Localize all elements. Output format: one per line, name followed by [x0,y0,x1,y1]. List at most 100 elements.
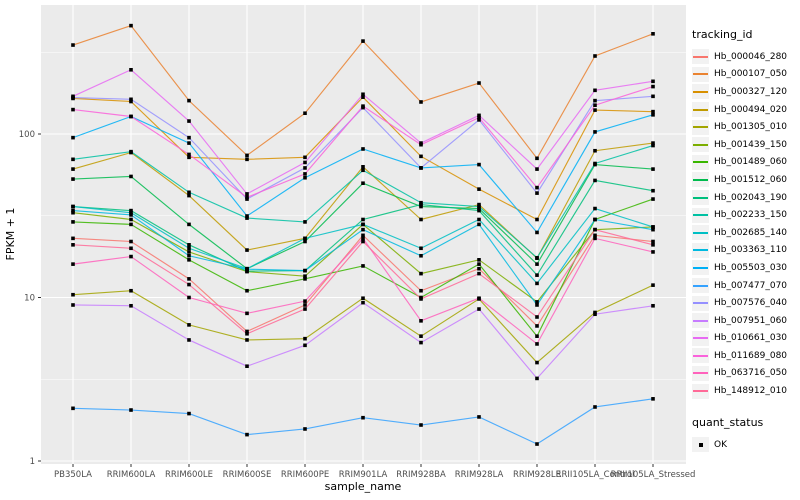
legend-item: Hb_000107_050 [692,66,798,84]
data-point [187,98,191,103]
data-point [129,23,133,28]
data-point [187,253,191,258]
data-point [593,236,597,241]
data-point [187,277,191,281]
data-point [651,197,655,201]
legend-item: Hb_001439_150 [692,136,798,154]
data-point [361,264,365,268]
quant-status-items: OK [692,436,798,454]
legend-item-label: Hb_001489_060 [714,157,788,168]
data-point [71,303,75,307]
data-point [651,397,655,401]
data-point [477,81,481,85]
data-point [651,227,655,232]
data-point [593,108,597,112]
data-point [303,166,307,170]
data-point [187,119,191,123]
legend-key-line-icon [692,102,709,118]
data-point [303,427,307,431]
legend-key-line-icon [692,260,709,276]
data-point [477,271,481,276]
data-point [419,154,423,159]
legend-item: Hb_007951_060 [692,312,798,330]
data-point [71,406,75,411]
data-point [245,288,249,293]
data-point [71,243,75,247]
quant-status-item-label: OK [714,439,727,450]
data-point [303,336,307,341]
data-point [651,32,655,36]
data-point [187,338,191,342]
data-point [535,324,539,328]
data-point [477,202,481,207]
data-point [535,167,539,171]
data-point [419,246,423,251]
data-point [593,161,597,166]
legend-item: Hb_002685_140 [692,224,798,242]
legend-key-line-icon [692,348,709,364]
data-point [477,307,481,311]
legend-item: Hb_000494_020 [692,101,798,119]
data-point [593,103,597,108]
legend-item-label: Hb_000107_050 [714,69,788,80]
data-point [593,312,597,317]
y-axis-title: FPKM + 1 [4,208,17,261]
data-point [303,277,307,281]
legend-title-quant-status: quant_status [692,415,764,429]
data-point [129,303,133,308]
legend-item-label: Hb_000046_280 [714,51,788,62]
data-point [129,217,133,222]
data-point [593,227,597,232]
data-point [651,239,655,244]
data-point [71,220,75,224]
data-point [477,296,481,301]
data-point [187,282,191,287]
data-points [71,23,655,446]
data-point [651,283,655,287]
legend-item: Hb_000327_120 [692,83,798,101]
data-point [71,107,75,112]
data-point [361,239,365,244]
legend-item-label: Hb_007576_040 [714,298,788,309]
data-point [187,258,191,262]
data-point [593,233,597,238]
data-point [245,214,249,218]
data-point [477,262,481,266]
data-point [187,193,191,198]
data-point [71,210,75,215]
data-point [419,217,423,222]
data-point [535,300,539,304]
x-tick-label: PB350LA [54,470,92,480]
data-point [187,243,191,247]
data-point [651,143,655,148]
data-point [245,157,249,162]
data-point [477,113,481,118]
x-tick-label: RRII105LA_Stressed [611,470,696,480]
data-point [71,208,75,213]
data-point [593,130,597,134]
data-point [535,262,539,266]
data-point [651,250,655,254]
data-point [419,297,423,301]
legend-item: Hb_002233_150 [692,206,798,224]
data-point [593,98,597,103]
data-point [419,340,423,345]
data-point [361,181,365,186]
data-point [303,155,307,160]
data-point [303,274,307,278]
data-point [245,311,249,316]
data-point [535,185,539,190]
data-point [71,177,75,181]
data-point [71,292,75,297]
data-point [593,178,597,183]
data-point [477,118,481,122]
data-point [535,191,539,195]
data-point [303,268,307,273]
gridlines [41,5,686,464]
data-point [535,360,539,365]
data-point [245,329,249,334]
data-point [187,190,191,195]
legend-key-line-icon [692,84,709,100]
data-point [129,222,133,227]
